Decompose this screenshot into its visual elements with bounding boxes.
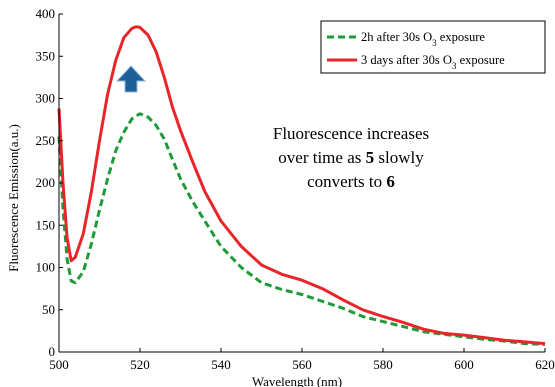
legend-box	[320, 20, 546, 74]
annotation-line-3: converts to 6	[307, 172, 395, 191]
up-arrow-icon	[115, 65, 147, 93]
y-axis-title: Fluorescence Emission(a.u.)	[6, 124, 21, 272]
plot-area	[57, 25, 546, 346]
y-tick-label: 50	[42, 302, 55, 317]
x-tick-label: 620	[535, 357, 555, 372]
x-tick-label: 540	[211, 357, 231, 372]
y-tick-label: 250	[36, 133, 56, 148]
annotation-line-1: Fluorescence increases	[273, 124, 429, 143]
legend-label-2h: 2h after 30s O3 exposure	[361, 30, 485, 48]
x-axis-ticks: 500 520 540 560 580 600 620	[49, 348, 555, 372]
x-tick-label: 600	[454, 357, 474, 372]
legend: 2h after 30s O3 exposure 3 days after 30…	[320, 20, 546, 74]
x-tick-label: 580	[373, 357, 393, 372]
y-tick-label: 0	[49, 344, 56, 359]
series-line-2h	[57, 112, 546, 346]
annotation-line-2: over time as 5 slowly	[278, 148, 424, 167]
y-axis-ticks: 0 50 100 150 200 250 300 350 400	[36, 6, 63, 359]
x-tick-label: 500	[49, 357, 69, 372]
series-line-3days	[57, 25, 546, 346]
y-tick-label: 400	[36, 6, 56, 21]
x-tick-label: 560	[292, 357, 312, 372]
y-tick-label: 100	[36, 260, 56, 275]
legend-label-3days: 3 days after 30s O3 exposure	[361, 53, 505, 71]
y-tick-label: 350	[36, 48, 56, 63]
x-tick-label: 520	[130, 357, 150, 372]
y-tick-label: 300	[36, 91, 56, 106]
x-axis-title: Wavelength (nm)	[252, 374, 342, 387]
annotation: Fluorescence increases over time as 5 sl…	[273, 124, 429, 191]
y-tick-label: 200	[36, 175, 56, 190]
y-tick-label: 150	[36, 217, 56, 232]
